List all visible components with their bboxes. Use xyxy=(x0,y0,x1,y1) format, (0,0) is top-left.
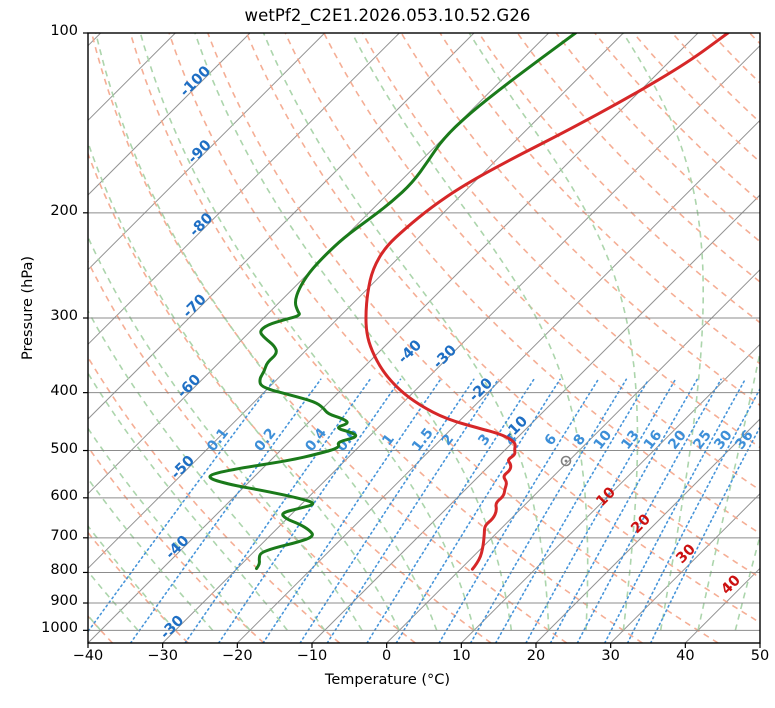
y-tick-label: 600 xyxy=(50,487,78,504)
y-tick-label: 500 xyxy=(50,440,78,457)
dewpoint-profile-line xyxy=(208,33,577,570)
temperature-profile-line xyxy=(364,33,730,571)
x-tick-label: 50 xyxy=(750,648,770,664)
y-tick-label: 900 xyxy=(50,593,78,609)
x-tick-label: 40 xyxy=(676,648,695,664)
lcl-marker xyxy=(560,455,572,467)
plot-frame xyxy=(87,32,761,644)
lcl-marker-center xyxy=(564,459,568,463)
y-tick-label: 800 xyxy=(50,562,78,579)
y-tick-label: 400 xyxy=(50,382,78,399)
x-tick-label: −40 xyxy=(72,648,104,664)
x-tick-label: −30 xyxy=(147,648,178,664)
y-tick-label: 100 xyxy=(50,23,78,39)
y-tick-label: 200 xyxy=(50,202,78,219)
x-tick-label: 30 xyxy=(601,648,620,664)
x-tick-label: −20 xyxy=(222,648,253,664)
x-tick-label: 10 xyxy=(452,648,471,664)
chart-title: wetPf2_C2E1.2026.053.10.52.G26 xyxy=(244,6,531,25)
y-tick-label: 300 xyxy=(50,308,78,324)
y-tick-label: 1000 xyxy=(41,620,78,637)
x-axis-label: Temperature (°C) xyxy=(324,672,451,688)
y-tick-label: 700 xyxy=(50,527,78,544)
x-tick-label: −10 xyxy=(296,648,328,664)
x-tick-label: 0 xyxy=(382,648,392,664)
x-tick-label: 20 xyxy=(526,648,546,664)
